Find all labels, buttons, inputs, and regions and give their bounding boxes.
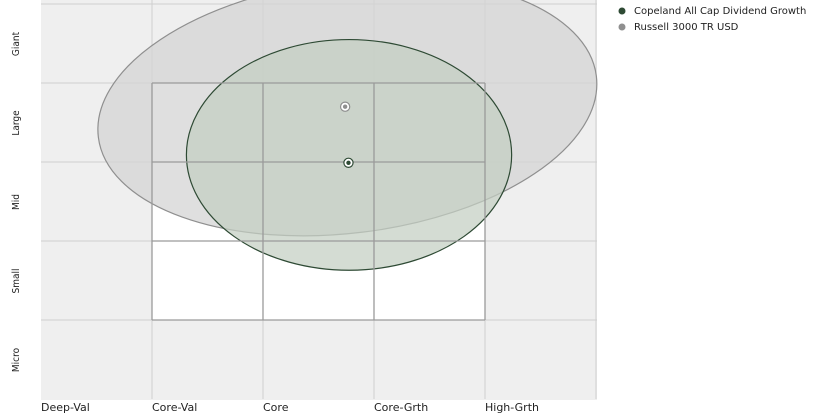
legend-entry: Russell 3000 TR USD [634, 22, 739, 33]
y-tick-label: Mid [11, 194, 22, 210]
y-tick-label: Giant [11, 31, 22, 56]
centroids [339, 101, 354, 168]
y-axis-labels: Micro Small Mid Large Giant [11, 31, 22, 372]
x-tick-label: High-Grth [485, 401, 539, 413]
style-box [151, 82, 486, 321]
legend-entry: Copeland All Cap Dividend Growth [634, 6, 806, 17]
fund-centroid-point [346, 160, 351, 165]
y-tick-label: Large [11, 110, 22, 136]
y-tick-label: Small [11, 269, 22, 294]
legend-swatch [618, 7, 626, 15]
x-tick-label: Core-Val [152, 401, 197, 413]
x-tick-label: Core-Grth [374, 401, 428, 413]
benchmark-centroid-point [342, 104, 348, 109]
fund-ownership-zone [185, 38, 513, 271]
legend-swatch [618, 23, 626, 31]
y-tick-label: Micro [11, 347, 22, 372]
x-tick-label: Core [263, 401, 289, 413]
legend: Copeland All Cap Dividend Growth Russell… [618, 6, 806, 33]
x-tick-label: Deep-Val [41, 401, 90, 413]
x-axis-labels: Deep-Val Core-Val Core Core-Grth High-Gr… [41, 401, 539, 413]
